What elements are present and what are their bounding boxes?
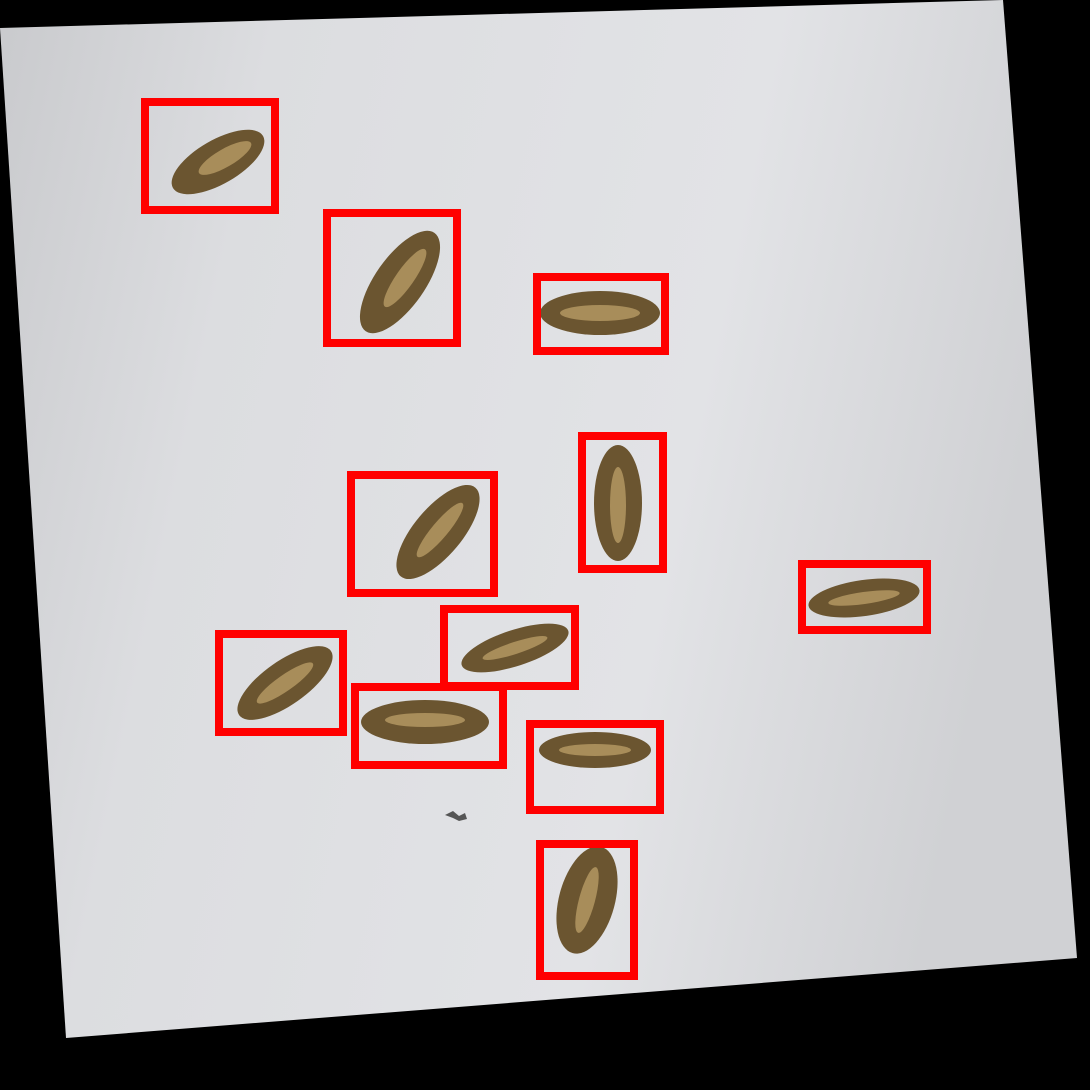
moth xyxy=(828,590,900,606)
paper-sheet xyxy=(0,0,1077,1038)
moth xyxy=(256,662,314,704)
moth xyxy=(482,636,548,660)
bounding-box xyxy=(440,605,579,690)
bounding-box xyxy=(323,209,461,347)
bounding-boxes xyxy=(141,98,931,980)
moths xyxy=(171,129,920,954)
bounding-box xyxy=(141,98,279,214)
debris xyxy=(445,811,467,821)
moth xyxy=(610,467,626,543)
bounding-box xyxy=(526,720,664,814)
moth xyxy=(560,305,640,321)
moth xyxy=(198,141,252,175)
bounding-box xyxy=(536,840,638,980)
moth xyxy=(575,867,599,933)
moth xyxy=(385,713,465,727)
moth xyxy=(559,744,631,756)
bounding-box xyxy=(347,471,498,597)
moth xyxy=(383,248,427,308)
bounding-box xyxy=(533,273,669,355)
bounding-box xyxy=(578,432,667,573)
bounding-box xyxy=(351,683,507,769)
moth xyxy=(416,502,464,558)
bounding-box xyxy=(215,630,347,736)
bounding-box xyxy=(798,560,931,634)
